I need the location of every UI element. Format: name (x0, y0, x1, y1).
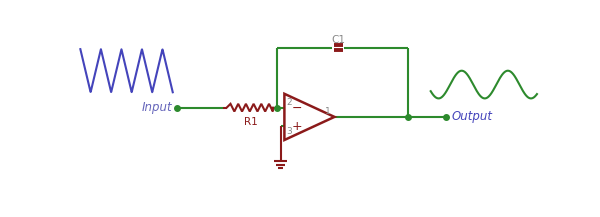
Text: R1: R1 (244, 117, 258, 127)
Text: 2: 2 (287, 98, 292, 107)
Text: 1: 1 (325, 107, 331, 116)
Text: C1: C1 (331, 35, 346, 44)
Text: −: − (292, 102, 302, 115)
Text: Output: Output (451, 110, 493, 123)
Text: 3: 3 (287, 127, 292, 136)
Text: Input: Input (142, 101, 172, 114)
Text: +: + (292, 120, 303, 133)
